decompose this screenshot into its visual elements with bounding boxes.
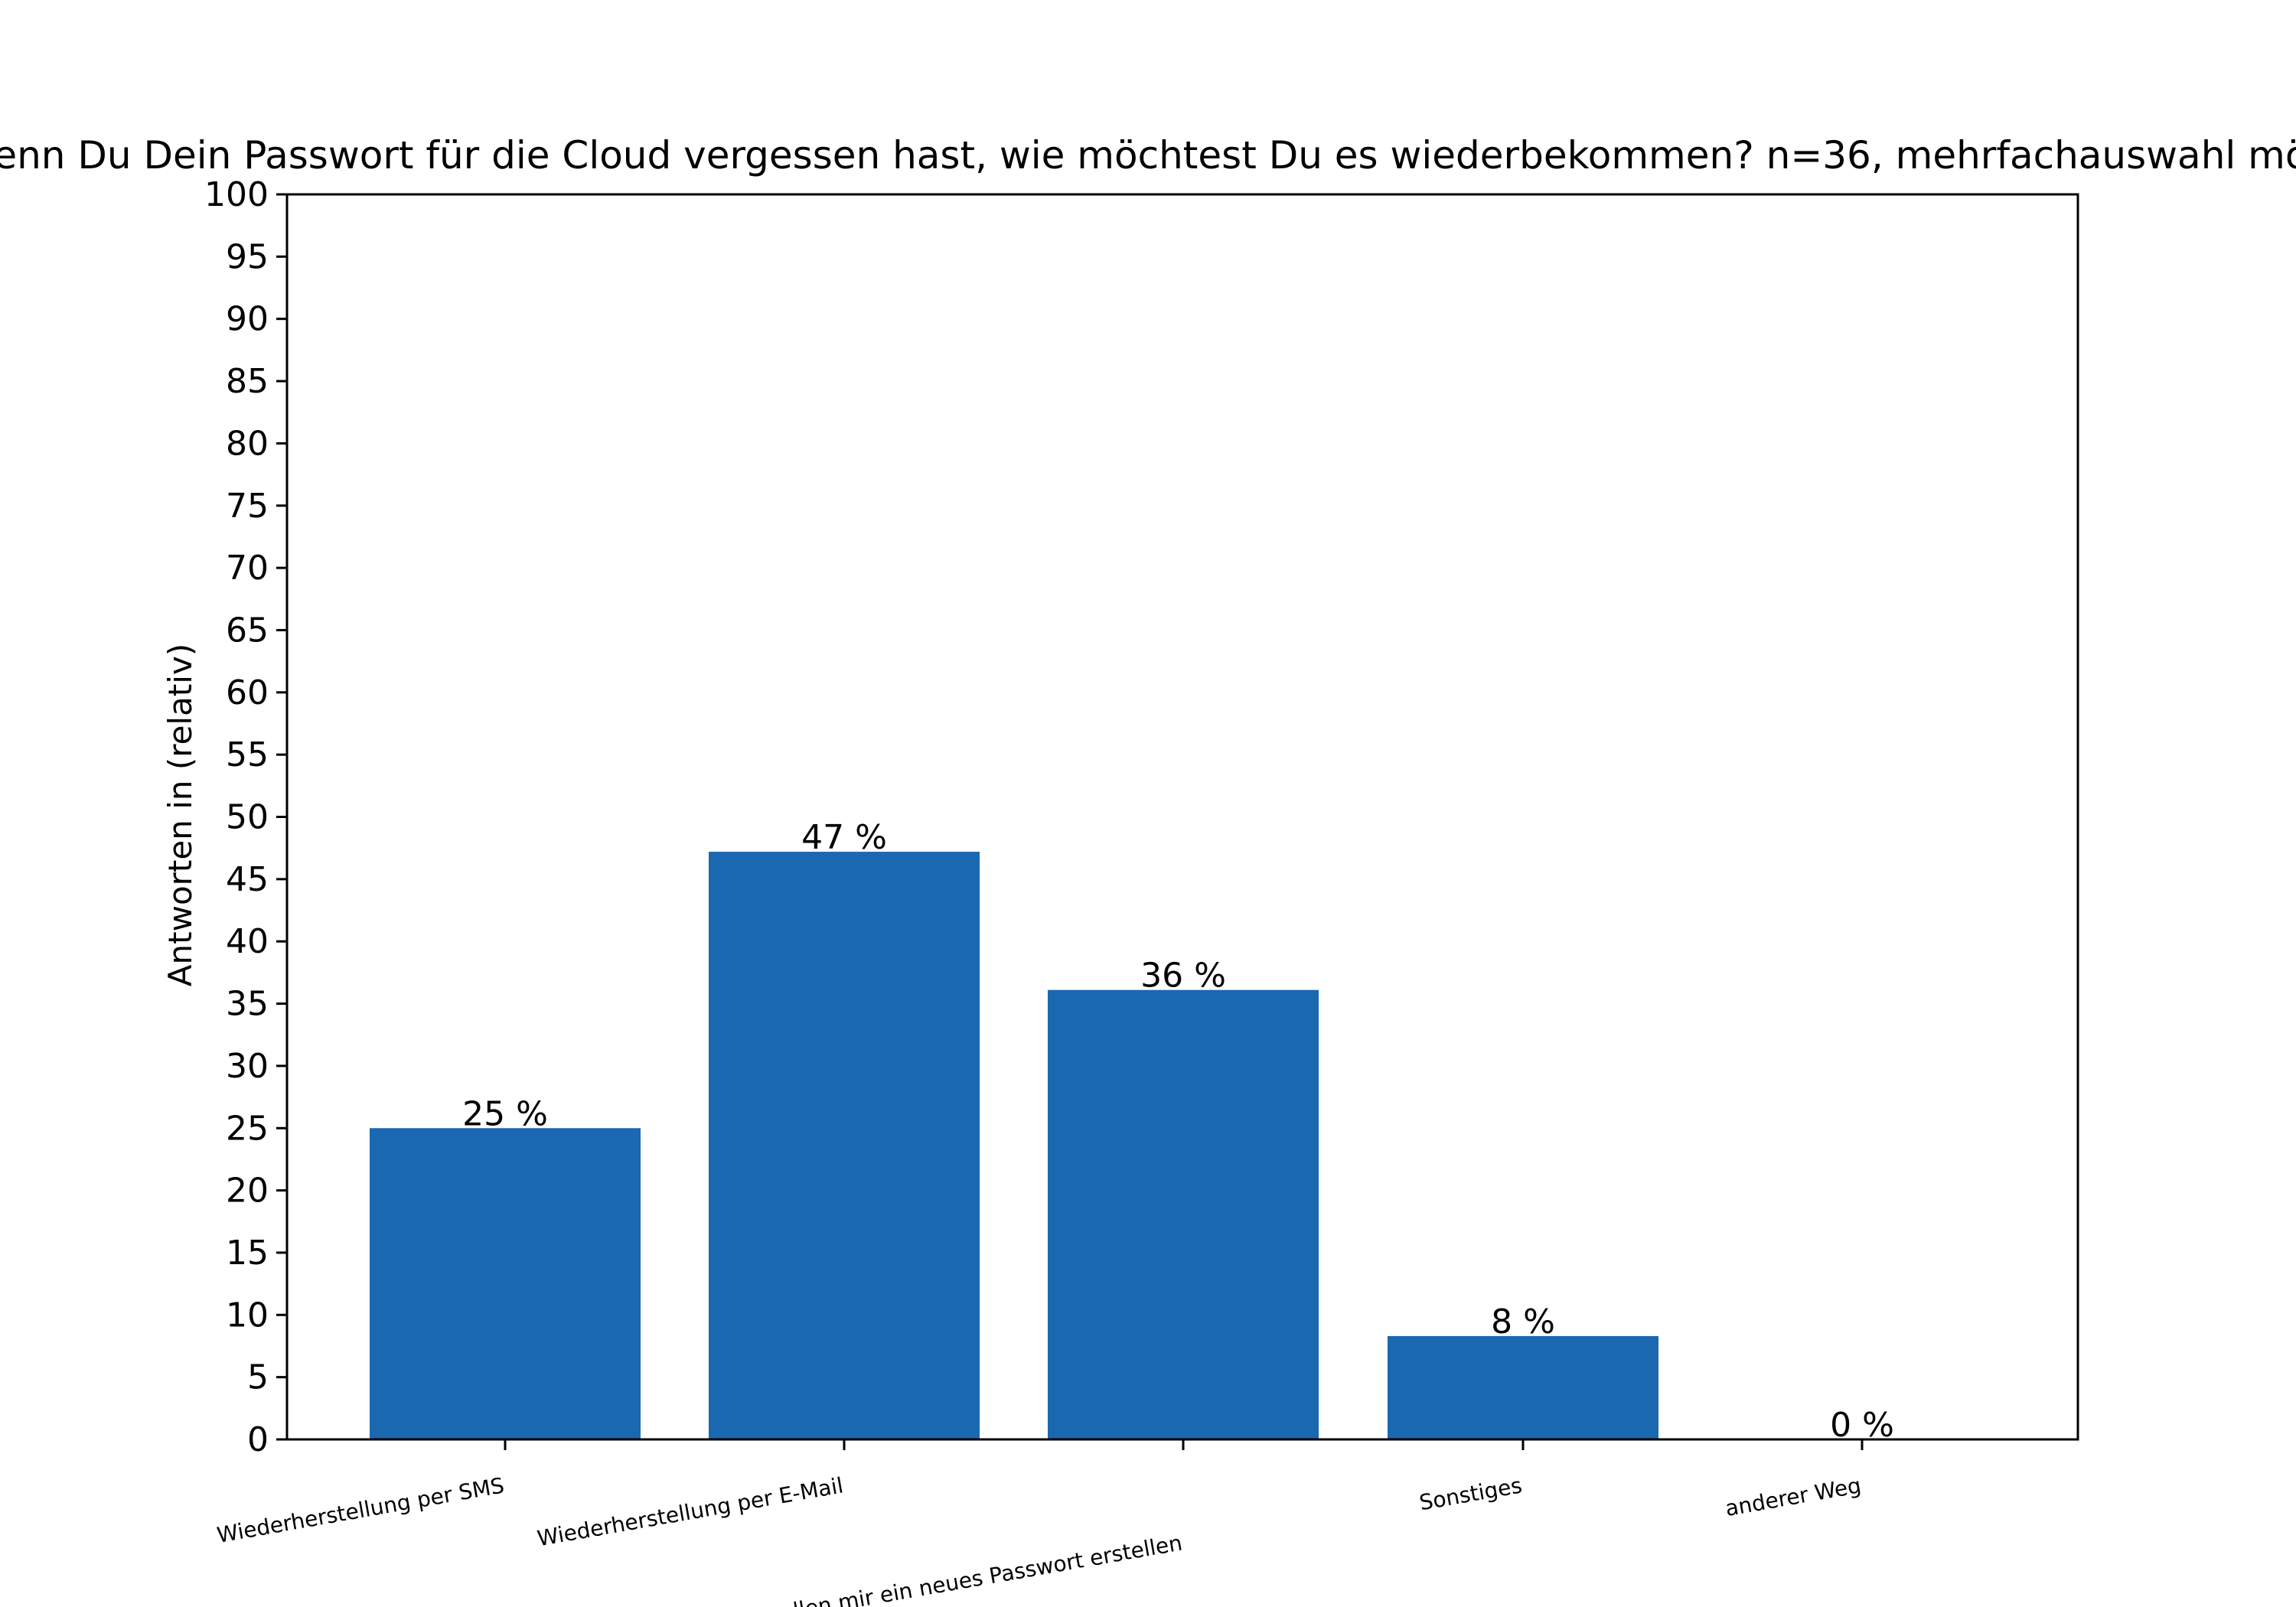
y-tick-label: 20	[226, 1172, 269, 1211]
y-tick-label: 40	[226, 922, 269, 961]
y-tick-label: 75	[226, 487, 269, 526]
y-tick-label: 50	[226, 798, 269, 837]
y-tick-label: 100	[204, 175, 269, 214]
x-tick-label: Wiederherstellung per SMS	[215, 1472, 506, 1548]
data-label: 8 %	[1491, 1302, 1555, 1341]
y-tick-label: 45	[226, 860, 269, 899]
y-tick-label: 90	[226, 300, 269, 339]
bars-group	[370, 852, 1658, 1439]
y-tick-label: 30	[226, 1047, 269, 1086]
y-tick-label: 80	[226, 424, 269, 463]
y-tick-label: 55	[226, 735, 269, 774]
y-tick-label: 10	[226, 1296, 269, 1335]
x-axis-ticks: Wiederherstellung per SMS Wiederherstellu…	[215, 1439, 1864, 1607]
y-axis-label: Antworten in (relativ)	[161, 644, 199, 986]
y-tick-label: 35	[226, 985, 269, 1024]
y-tick-label: 0	[247, 1420, 269, 1459]
x-tick-label: Sozialarbeiter*innen sollen mir ein neue…	[545, 1530, 1184, 1607]
x-tick-label: Sonstiges	[1417, 1472, 1524, 1515]
bar	[709, 852, 980, 1439]
x-tick-label: Wiederherstellung per E-Mail	[535, 1472, 845, 1551]
y-tick-label: 5	[247, 1358, 269, 1397]
y-tick-label: 65	[226, 611, 269, 650]
y-tick-label: 25	[226, 1109, 269, 1148]
data-label: 36 %	[1140, 957, 1226, 996]
y-tick-label: 15	[226, 1234, 269, 1273]
chart-title: Wenn Du Dein Passwort für die Cloud verg…	[0, 133, 2296, 178]
y-tick-label: 60	[226, 673, 269, 712]
bar	[1048, 989, 1319, 1439]
data-label: 25 %	[462, 1094, 548, 1133]
bar	[1388, 1335, 1658, 1439]
x-tick-label: anderer Weg	[1724, 1472, 1863, 1521]
y-axis-ticks: 0 5 10 15 20 25 30 35 40 45 50 55 60 65 70 75 80 85 90 95 10…	[204, 175, 287, 1459]
y-tick-label: 85	[226, 362, 269, 401]
data-label: 47 %	[801, 818, 887, 857]
bar	[370, 1128, 641, 1439]
y-tick-label: 70	[226, 549, 269, 588]
y-tick-label: 95	[226, 237, 269, 276]
